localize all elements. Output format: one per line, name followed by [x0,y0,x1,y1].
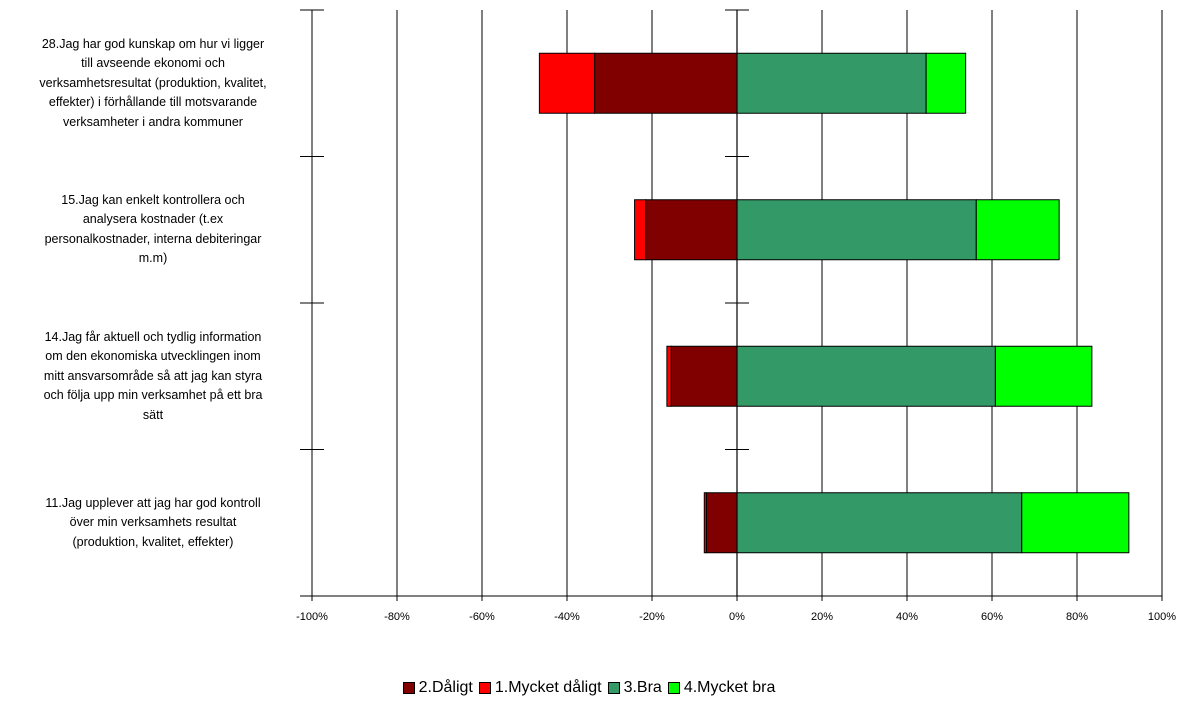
legend-item: 4.Mycket bra [667,679,776,697]
x-tick-label: -40% [554,611,580,623]
category-label-line: 28.Jag har god kunskap om hur vi ligger [41,36,265,51]
bar [925,52,967,114]
category-label-line: 15.Jag kan enkelt kontrollera och [61,192,245,207]
x-tick-label: 20% [811,611,833,623]
category-label-line: 11.Jag upplever att jag har god kontroll [45,495,261,510]
bar [736,345,996,407]
bar [736,52,927,114]
category-label-line: 14.Jag får aktuell och tydlig informatio… [44,329,262,344]
legend-item: 2.Dåligt [402,679,473,697]
legend-label: 2.Dåligt [418,679,473,696]
legend-swatch [667,682,680,694]
legend-label: 4.Mycket bra [683,679,776,696]
category-label-line: verksamhetsresultat (produktion, kvalite… [39,75,267,90]
x-tick-label: -20% [639,611,665,623]
bar [670,345,738,407]
bar [736,199,977,261]
bar [1021,492,1130,554]
legend: 2.Dåligt 1.Mycket dåligt 3.Bra 4.Mycket bra [0,679,1178,697]
legend-label: 1.Mycket dåligt [494,679,602,696]
category-label-line: sätt [142,407,164,422]
x-tick-label: 40% [896,611,918,623]
x-tick-label: -60% [469,611,495,623]
x-tick-label: 60% [981,611,1003,623]
category-label: 11.Jag upplever att jag har god kontroll… [0,494,306,553]
category-label-line: (produktion, kvalitet, effekter) [72,534,234,549]
legend-swatch [607,682,620,694]
bar [634,199,647,261]
bar [994,345,1093,407]
category-label-line: analysera kostnader (t.ex [82,212,224,227]
category-label: 14.Jag får aktuell och tydlig informatio… [0,328,306,426]
bar [705,492,738,554]
legend-swatch [478,682,491,694]
bar [538,52,596,114]
x-tick-label: -80% [384,611,410,623]
x-tick-label: 0% [729,611,745,623]
category-label-line: personalkostnader, interna debiteringar [44,231,262,246]
x-tick-label: -100% [296,611,328,623]
bar [975,199,1060,261]
category-label-line: över min verksamhets resultat [69,515,237,529]
category-label-line: och följa upp min verksamhet på ett bra [43,388,263,402]
bar [645,199,738,261]
bar [736,492,1023,554]
category-label-line: m.m) [138,251,168,266]
bar [594,52,738,114]
bar [666,345,672,407]
category-label-line: till avseende ekonomi och [81,56,225,70]
category-label-line: effekter) i förhållande till motsvarande [48,95,258,109]
legend-label: 3.Bra [623,679,662,696]
x-tick-label: 100% [1148,611,1176,623]
category-label-line: verksamheter i andra kommuner [63,114,243,129]
bar [703,492,707,554]
category-label-line: om den ekonomiska utvecklingen inom [45,349,261,363]
category-label: 28.Jag har god kunskap om hur vi ligger t… [0,35,306,133]
legend-item: 3.Bra [607,679,662,697]
x-tick-label: 80% [1066,611,1088,623]
legend-swatch [402,682,415,694]
legend-item: 1.Mycket dåligt [478,679,602,697]
category-label: 15.Jag kan enkelt kontrollera och analyse… [0,191,306,269]
category-label-line: mitt ansvarsområde så att jag kan styra [43,368,263,383]
